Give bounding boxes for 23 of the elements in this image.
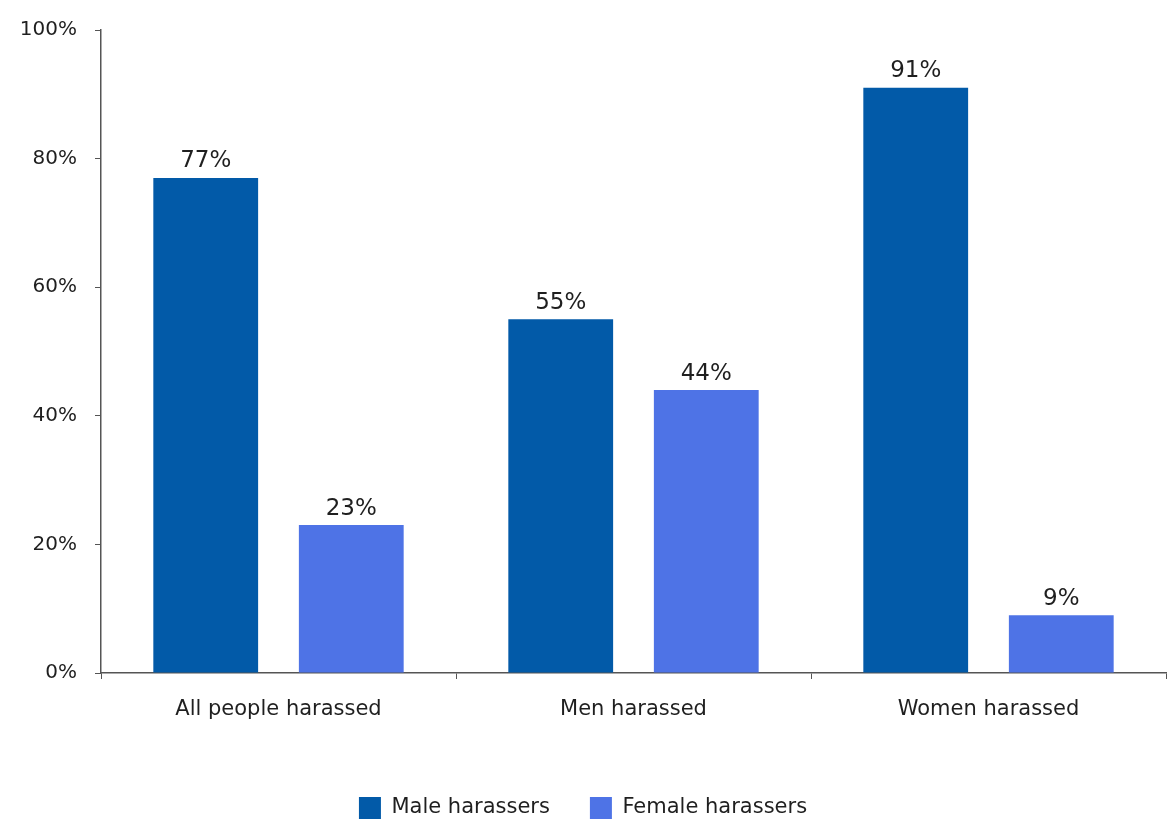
bar (153, 177, 259, 673)
data-label: 55% (535, 287, 587, 314)
bar (508, 319, 614, 673)
data-label: 77% (180, 146, 232, 173)
legend-label: Female harassers (622, 794, 808, 819)
y-tick-label: 20% (32, 530, 77, 555)
data-label: 91% (890, 56, 942, 83)
y-tick-label: 60% (32, 273, 77, 298)
x-tick-label: Women harassed (897, 696, 1080, 721)
y-tick-label: 40% (32, 402, 77, 426)
data-label: 9% (1043, 583, 1080, 610)
bar (863, 87, 969, 673)
y-tick-label: 0% (45, 659, 77, 684)
bar (1008, 615, 1114, 673)
x-tick-label: All people harassed (175, 696, 382, 721)
data-label: 23% (325, 493, 377, 520)
y-tick-label: 80% (32, 144, 77, 169)
bar (298, 525, 404, 673)
legend-label: Male harassers (391, 794, 550, 819)
x-tick-label: Men harassed (560, 696, 707, 721)
y-tick-label: 100% (19, 16, 77, 41)
bar (653, 390, 759, 673)
data-label: 44% (680, 358, 732, 385)
